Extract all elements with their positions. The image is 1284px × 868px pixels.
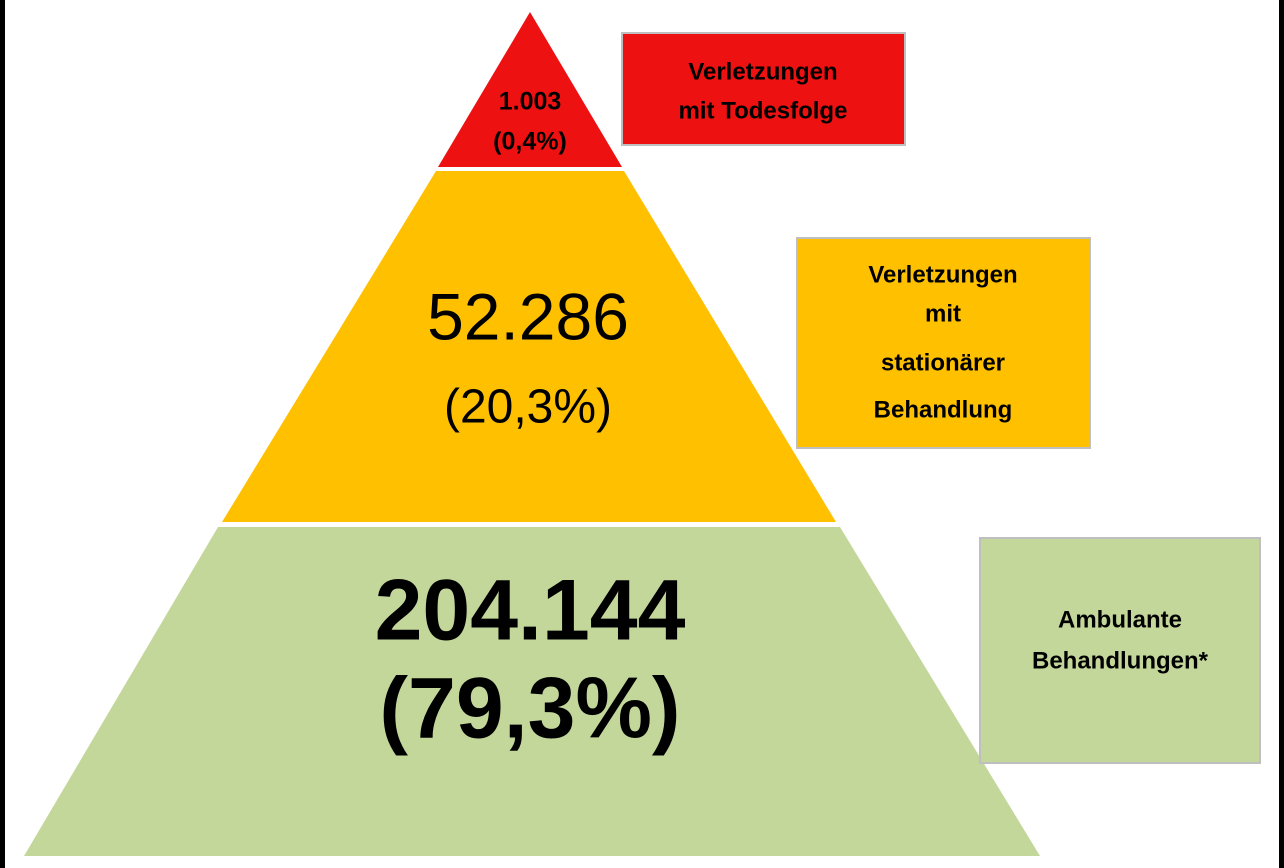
tier-top bbox=[438, 12, 622, 167]
label-box bbox=[621, 32, 906, 146]
label-line: Ambulante bbox=[1058, 606, 1182, 633]
tier-value: 204.144 bbox=[375, 563, 686, 659]
label-box bbox=[796, 237, 1091, 449]
tier-share: (0,4%) bbox=[493, 128, 567, 156]
label-line: mit bbox=[925, 300, 961, 327]
tier-middle bbox=[222, 171, 836, 522]
label-line: mit Todesfolge bbox=[679, 97, 848, 124]
label-box bbox=[979, 537, 1261, 764]
label-line: Behandlung bbox=[874, 396, 1013, 423]
label-line: Verletzungen bbox=[688, 58, 837, 85]
tier-value: 1.003 bbox=[499, 88, 562, 116]
tier-value: 52.286 bbox=[427, 279, 629, 353]
tier-share: (20,3%) bbox=[444, 381, 612, 434]
label-line: Behandlungen* bbox=[1032, 647, 1209, 674]
frame-right bbox=[1279, 0, 1284, 868]
tier-bottom bbox=[24, 527, 1040, 856]
tier-share: (79,3%) bbox=[379, 661, 680, 757]
frame-left bbox=[0, 0, 5, 868]
label-line: stationärer bbox=[881, 349, 1005, 376]
label-line: Verletzungen bbox=[868, 261, 1017, 288]
